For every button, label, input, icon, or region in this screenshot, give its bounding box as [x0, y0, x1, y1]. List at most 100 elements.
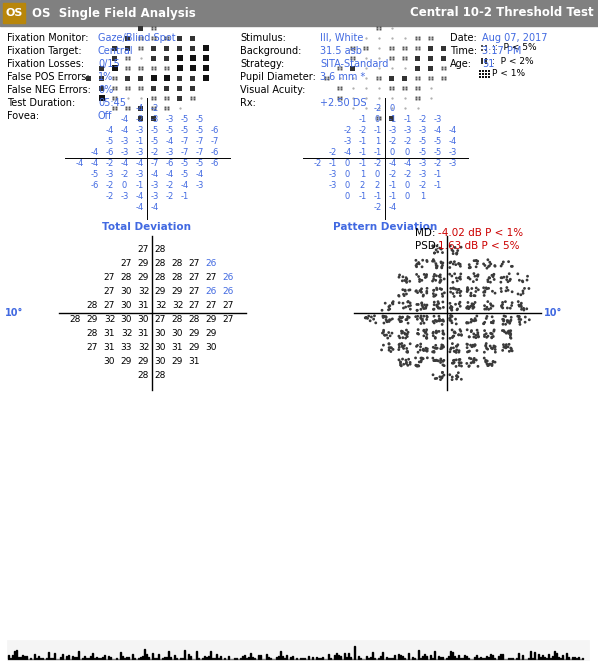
Text: -5: -5	[181, 126, 188, 135]
Text: -1: -1	[388, 192, 396, 201]
Text: 28: 28	[189, 315, 200, 325]
Text: -2: -2	[419, 115, 426, 124]
Circle shape	[434, 274, 435, 275]
Circle shape	[406, 351, 407, 353]
Circle shape	[371, 316, 372, 317]
Circle shape	[407, 333, 408, 335]
Bar	[534, 651, 535, 659]
Bar	[16, 650, 17, 659]
Circle shape	[399, 316, 401, 317]
Bar	[170, 657, 171, 659]
Circle shape	[495, 346, 496, 347]
Circle shape	[390, 347, 391, 348]
Circle shape	[489, 277, 490, 279]
Text: -3: -3	[120, 192, 129, 201]
Circle shape	[475, 287, 477, 289]
Circle shape	[368, 315, 370, 317]
Circle shape	[477, 333, 478, 335]
Text: -2: -2	[373, 104, 382, 113]
Circle shape	[484, 309, 486, 310]
Circle shape	[385, 319, 387, 321]
Circle shape	[410, 305, 411, 306]
Circle shape	[443, 345, 444, 346]
Circle shape	[456, 309, 457, 311]
Circle shape	[383, 317, 384, 318]
Text: -4: -4	[135, 104, 144, 113]
Circle shape	[502, 349, 504, 351]
Text: 32: 32	[138, 287, 149, 297]
Circle shape	[405, 337, 406, 339]
Circle shape	[420, 291, 422, 293]
Text: -2: -2	[313, 159, 322, 168]
Bar	[568, 657, 569, 659]
Text: -3: -3	[448, 159, 457, 168]
Bar	[266, 655, 267, 659]
Text: -2: -2	[343, 126, 352, 135]
Circle shape	[483, 323, 484, 325]
Circle shape	[440, 359, 441, 361]
Circle shape	[456, 345, 457, 347]
Text: -5: -5	[181, 115, 188, 124]
Circle shape	[486, 337, 487, 338]
Circle shape	[409, 281, 410, 282]
Text: Stimulus:: Stimulus:	[240, 33, 286, 43]
Text: 27: 27	[87, 343, 98, 353]
Circle shape	[432, 347, 434, 348]
Text: 0: 0	[375, 115, 380, 124]
Circle shape	[486, 316, 488, 317]
Circle shape	[374, 315, 375, 317]
Circle shape	[437, 301, 439, 303]
Bar	[360, 658, 361, 659]
Circle shape	[421, 291, 422, 293]
Circle shape	[459, 303, 460, 305]
Circle shape	[454, 331, 455, 333]
Circle shape	[459, 301, 460, 303]
Circle shape	[420, 309, 422, 310]
Bar	[334, 655, 335, 659]
Circle shape	[426, 334, 428, 335]
Circle shape	[487, 259, 489, 261]
Circle shape	[477, 275, 478, 277]
Circle shape	[485, 361, 486, 363]
Circle shape	[440, 274, 441, 276]
Circle shape	[435, 345, 437, 346]
Circle shape	[468, 365, 470, 367]
Circle shape	[460, 279, 461, 280]
Circle shape	[473, 273, 475, 275]
Text: 31: 31	[138, 329, 150, 339]
Text: MD:: MD:	[415, 228, 435, 238]
Bar	[378, 658, 379, 659]
Circle shape	[426, 337, 428, 339]
Bar	[458, 655, 459, 659]
Circle shape	[460, 362, 462, 363]
Circle shape	[456, 253, 457, 255]
Circle shape	[470, 321, 472, 323]
Text: 29: 29	[206, 315, 217, 325]
Circle shape	[434, 301, 435, 303]
Circle shape	[426, 291, 428, 292]
Bar	[158, 654, 159, 659]
Bar	[550, 658, 551, 659]
Circle shape	[426, 350, 428, 351]
Text: 29: 29	[138, 259, 149, 269]
Circle shape	[440, 358, 441, 359]
Bar	[450, 651, 451, 659]
Bar	[542, 655, 543, 659]
Circle shape	[434, 322, 435, 323]
Circle shape	[439, 376, 441, 377]
Circle shape	[442, 330, 444, 331]
Circle shape	[399, 337, 401, 339]
Circle shape	[511, 317, 512, 318]
Bar	[358, 656, 359, 659]
Circle shape	[416, 265, 417, 267]
Circle shape	[442, 296, 443, 297]
Circle shape	[502, 302, 504, 303]
Bar	[76, 657, 77, 659]
Circle shape	[520, 294, 521, 295]
Text: OS  Single Field Analysis: OS Single Field Analysis	[32, 7, 196, 19]
Circle shape	[432, 374, 434, 375]
Circle shape	[473, 333, 474, 335]
Circle shape	[399, 347, 400, 348]
Circle shape	[518, 305, 520, 307]
Circle shape	[407, 301, 408, 303]
